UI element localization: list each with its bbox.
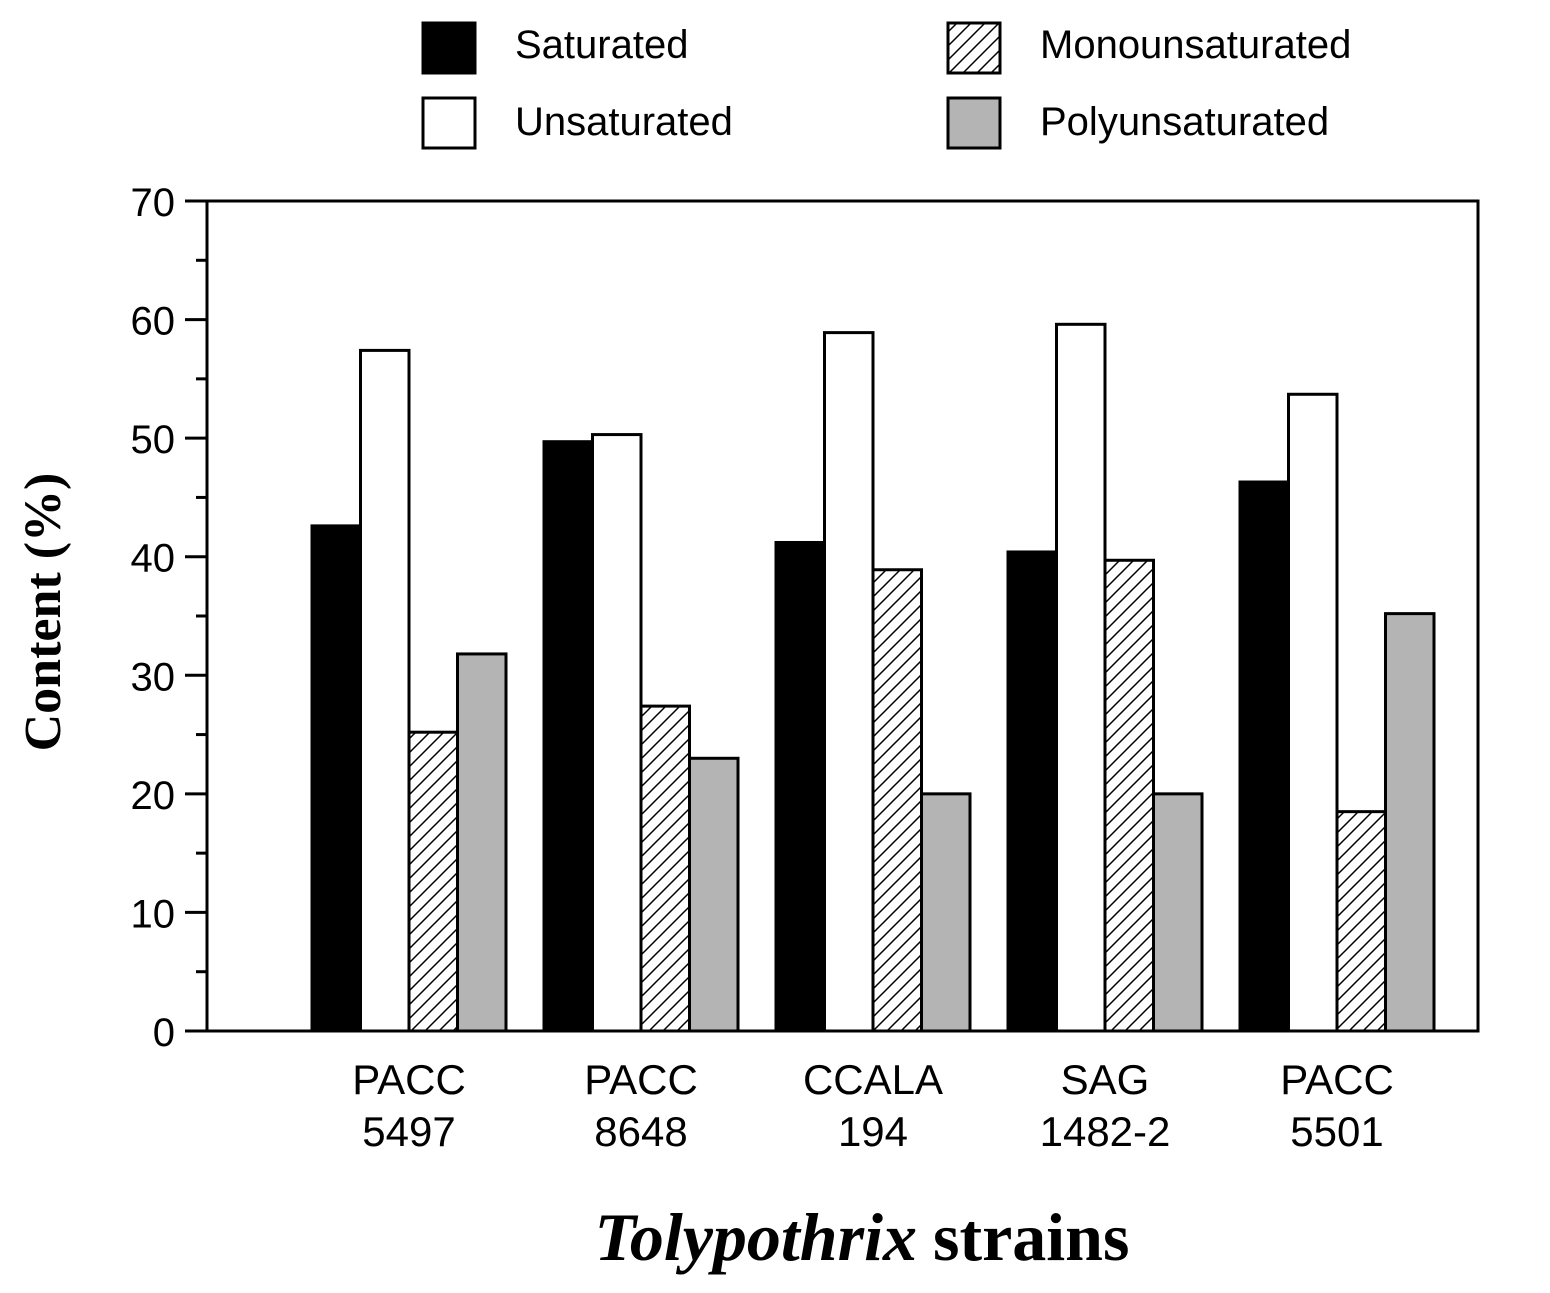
bar-saturated bbox=[774, 540, 826, 1033]
y-axis: 0 10 20 30 40 50 60 70 bbox=[131, 181, 207, 1055]
y-tick-label: 30 bbox=[131, 655, 176, 699]
x-tick-label: 5497 bbox=[362, 1108, 455, 1155]
y-tick-label: 10 bbox=[131, 892, 176, 936]
bar-saturated bbox=[1238, 480, 1290, 1033]
bar-monounsaturated bbox=[871, 568, 923, 1033]
bar-saturated bbox=[542, 440, 594, 1033]
legend-swatch-saturated bbox=[421, 21, 477, 75]
x-axis-tick-labels: PACC 5497 PACC 8648 CCALA 194 SAG 1482-2 PACC 550… bbox=[352, 1056, 1394, 1155]
bar-unsaturated bbox=[591, 433, 643, 1033]
x-axis-title-italic: Tolypothrix bbox=[595, 1199, 917, 1275]
x-tick-label: 1482-2 bbox=[1040, 1108, 1171, 1155]
y-tick-label: 60 bbox=[131, 300, 176, 344]
y-tick-label: 20 bbox=[131, 774, 176, 818]
legend: Saturated Unsaturated Monounsaturated Po… bbox=[421, 21, 1351, 150]
bar-unsaturated bbox=[359, 348, 411, 1033]
legend-item-saturated: Saturated bbox=[421, 21, 688, 75]
y-axis-title: Content (%) bbox=[15, 473, 72, 752]
x-tick-label: CCALA bbox=[803, 1056, 943, 1103]
y-tick-label: 40 bbox=[131, 537, 176, 581]
legend-label-unsaturated: Unsaturated bbox=[515, 100, 733, 144]
bar-monounsaturated bbox=[1103, 558, 1155, 1033]
bar-polyunsaturated bbox=[688, 756, 740, 1033]
y-tick-label: 70 bbox=[131, 181, 176, 225]
bar-monounsaturated bbox=[639, 704, 691, 1033]
legend-item-polyunsaturated: Polyunsaturated bbox=[946, 96, 1329, 150]
bar-polyunsaturated bbox=[1384, 612, 1436, 1033]
x-tick-label: SAG bbox=[1061, 1056, 1150, 1103]
x-tick-label: 5501 bbox=[1290, 1108, 1383, 1155]
bar-monounsaturated bbox=[407, 730, 459, 1033]
x-axis-title: Tolypothrix strains bbox=[595, 1199, 1130, 1275]
bar-polyunsaturated bbox=[456, 652, 508, 1033]
x-tick-label: PACC bbox=[352, 1056, 466, 1103]
x-tick-label: 194 bbox=[838, 1108, 908, 1155]
bar-saturated bbox=[310, 524, 362, 1033]
y-tick-label: 0 bbox=[153, 1011, 175, 1055]
legend-label-polyunsaturated: Polyunsaturated bbox=[1040, 100, 1329, 144]
bar-unsaturated bbox=[1055, 322, 1107, 1033]
bar-monounsaturated bbox=[1335, 810, 1387, 1033]
legend-item-unsaturated: Unsaturated bbox=[421, 96, 733, 150]
bar-polyunsaturated bbox=[920, 792, 972, 1033]
legend-label-saturated: Saturated bbox=[515, 23, 688, 67]
x-tick-label: PACC bbox=[1280, 1056, 1394, 1103]
bar-polyunsaturated bbox=[1152, 792, 1204, 1033]
x-axis-title-rest: strains bbox=[933, 1199, 1129, 1275]
legend-swatch-polyunsaturated bbox=[946, 96, 1002, 150]
bar-unsaturated bbox=[1287, 392, 1339, 1033]
bars bbox=[310, 322, 1436, 1033]
legend-swatch-unsaturated bbox=[421, 96, 477, 150]
legend-item-monounsaturated: Monounsaturated bbox=[946, 21, 1351, 75]
x-tick-label: PACC bbox=[584, 1056, 698, 1103]
legend-label-monounsaturated: Monounsaturated bbox=[1040, 23, 1351, 67]
legend-swatch-monounsaturated bbox=[946, 21, 1002, 75]
bar-unsaturated bbox=[823, 331, 875, 1033]
y-tick-label: 50 bbox=[131, 418, 176, 462]
bar-saturated bbox=[1006, 550, 1058, 1033]
x-tick-label: 8648 bbox=[594, 1108, 687, 1155]
